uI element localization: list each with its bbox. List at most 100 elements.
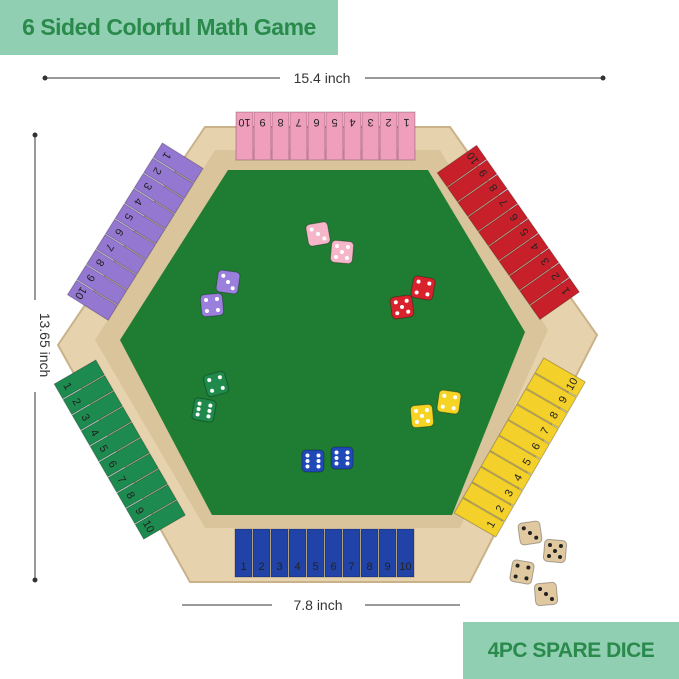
tile-number: 1 <box>60 381 73 392</box>
tile-purple-6[interactable] <box>104 218 157 260</box>
tile-yellow-2[interactable] <box>462 481 514 523</box>
tile-blue-8[interactable] <box>360 528 379 578</box>
die <box>330 446 354 470</box>
tile-red-5[interactable] <box>488 218 539 262</box>
spare-dice-label: 4PC SPARE DICE <box>487 638 655 662</box>
die-pip <box>549 596 554 601</box>
tile-number: 10 <box>465 150 482 167</box>
tile-red-8[interactable] <box>457 174 508 217</box>
tile-red-7[interactable] <box>467 188 519 232</box>
tile-green-5[interactable] <box>89 421 141 462</box>
tile-yellow-5[interactable] <box>489 435 541 476</box>
tile-purple-5[interactable] <box>114 203 166 245</box>
tile-yellow-8[interactable] <box>516 388 568 429</box>
tile-red-1[interactable] <box>529 277 580 321</box>
tile-green-2[interactable] <box>62 374 114 416</box>
die-face <box>301 449 325 473</box>
tile-red-2[interactable] <box>519 262 570 306</box>
die-pip <box>305 453 310 458</box>
tile-pink-3[interactable] <box>361 111 380 161</box>
tile-yellow-6[interactable] <box>498 419 550 460</box>
tile-green-10[interactable] <box>134 499 186 540</box>
tile-purple-4[interactable] <box>124 188 176 230</box>
width-dimension <box>42 75 606 81</box>
die-pip <box>207 378 212 383</box>
tile-number: 10 <box>238 116 250 128</box>
die <box>202 370 230 398</box>
tile-green-1[interactable] <box>53 359 105 400</box>
tile-red-9[interactable] <box>446 159 498 203</box>
tile-blue-2[interactable] <box>252 528 271 578</box>
tile-number: 1 <box>240 561 246 573</box>
tile-pink-5[interactable] <box>325 111 344 161</box>
tile-purple-10[interactable] <box>66 279 118 321</box>
tile-pink-6[interactable] <box>307 111 326 161</box>
tile-number: 3 <box>276 561 282 573</box>
tile-number: 8 <box>366 561 372 573</box>
tile-number: 2 <box>258 561 264 573</box>
tile-pink-9[interactable] <box>253 111 272 161</box>
tile-pink-2[interactable] <box>379 111 398 161</box>
die-pip <box>538 587 543 592</box>
tile-green-7[interactable] <box>107 452 159 493</box>
tile-blue-9[interactable] <box>378 528 397 578</box>
tile-green-6[interactable] <box>98 437 150 478</box>
tile-red-3[interactable] <box>508 247 560 291</box>
tile-blue-3[interactable] <box>270 528 289 578</box>
tile-blue-7[interactable] <box>342 528 361 578</box>
height-dimension <box>32 132 38 583</box>
tile-pink-1[interactable] <box>397 111 416 161</box>
width-label: 15.4 inch <box>294 70 351 86</box>
tile-blue-6[interactable] <box>324 528 343 578</box>
tile-number: 4 <box>87 428 100 439</box>
die-pip <box>414 290 419 295</box>
tile-purple-7[interactable] <box>95 233 147 276</box>
tile-yellow-7[interactable] <box>507 404 559 445</box>
tile-number: 10 <box>72 284 89 301</box>
tile-blue-4[interactable] <box>288 528 307 578</box>
die-pip <box>416 279 421 284</box>
tile-number: 9 <box>132 505 145 516</box>
tile-yellow-10[interactable] <box>534 357 586 398</box>
tile-purple-3[interactable] <box>133 172 185 215</box>
tile-blue-10[interactable] <box>396 528 415 578</box>
tile-pink-8[interactable] <box>271 111 290 161</box>
tile-pink-7[interactable] <box>289 111 308 161</box>
tile-purple-8[interactable] <box>85 249 137 291</box>
die-face <box>191 397 217 423</box>
die-pip <box>205 308 210 313</box>
tile-yellow-1[interactable] <box>453 497 505 538</box>
tile-pink-4[interactable] <box>343 111 362 161</box>
tile-red-10[interactable] <box>436 144 488 188</box>
tile-yellow-3[interactable] <box>471 466 523 507</box>
die-pip <box>425 292 430 297</box>
die <box>517 520 543 546</box>
tile-yellow-4[interactable] <box>480 450 532 491</box>
tile-purple-1[interactable] <box>152 142 204 184</box>
tile-number: 7 <box>498 196 511 208</box>
tile-green-4[interactable] <box>80 406 132 447</box>
die-pip <box>414 409 419 414</box>
tile-green-8[interactable] <box>116 468 168 509</box>
tile-purple-2[interactable] <box>143 157 195 199</box>
tile-green-9[interactable] <box>125 484 177 525</box>
die-pip <box>221 273 226 278</box>
die-pip <box>345 461 350 466</box>
tile-red-4[interactable] <box>498 233 550 276</box>
tile-number: 9 <box>557 394 570 405</box>
tile-number: 3 <box>503 488 516 499</box>
die-pip <box>534 535 539 540</box>
die <box>191 397 217 423</box>
die-pip <box>345 456 350 460</box>
tile-pink-10[interactable] <box>235 111 254 161</box>
tile-number: 3 <box>539 255 552 267</box>
tile-blue-5[interactable] <box>306 528 325 578</box>
tile-green-3[interactable] <box>71 390 123 431</box>
tile-number: 10 <box>399 561 411 573</box>
tile-blue-1[interactable] <box>234 528 253 578</box>
tile-red-6[interactable] <box>477 203 529 247</box>
tile-yellow-9[interactable] <box>525 372 577 413</box>
die-pip <box>220 385 225 390</box>
die-pip <box>196 407 201 412</box>
tile-purple-9[interactable] <box>76 264 128 306</box>
